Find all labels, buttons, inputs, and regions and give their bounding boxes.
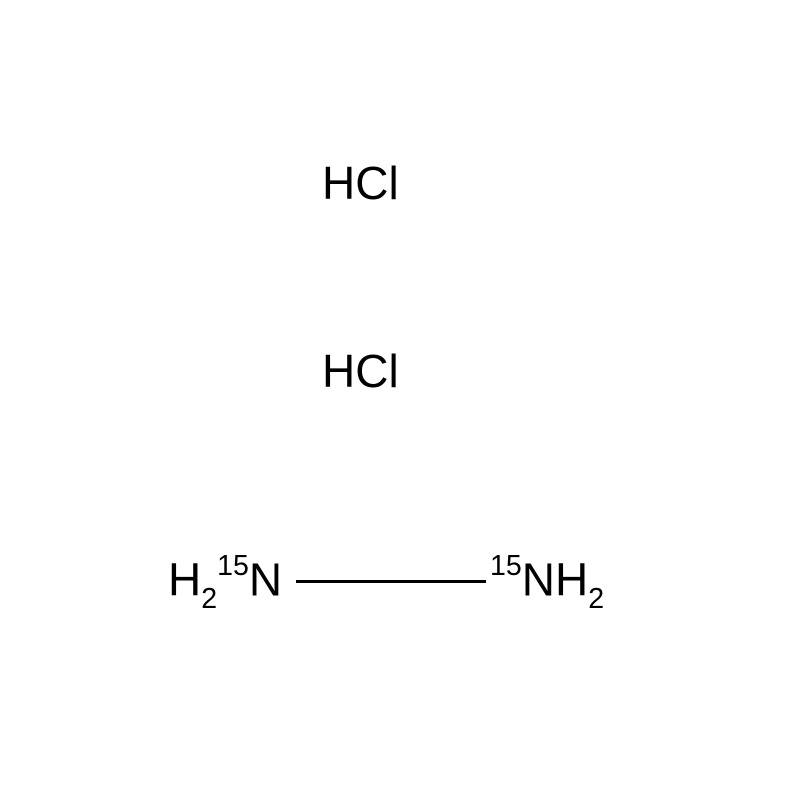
right-sub-2: 2 (588, 583, 604, 615)
hcl-mid-H: H (322, 345, 355, 397)
left-N: N (249, 553, 282, 605)
hcl-top-H: H (322, 157, 355, 209)
n-n-bond (296, 580, 486, 583)
right-H: H (555, 553, 588, 605)
hcl-mid-Cl: Cl (355, 345, 398, 397)
left-amine-label: H215N (168, 556, 282, 611)
hcl-label-mid: HCl (322, 348, 399, 394)
hcl-label-top: HCl (322, 160, 399, 206)
hcl-top-Cl: Cl (355, 157, 398, 209)
chemical-structure-diagram: HCl HCl H215N 15NH2 (0, 0, 800, 800)
right-amine-label: 15NH2 (490, 556, 604, 611)
left-sup-15: 15 (217, 550, 249, 582)
right-N: N (522, 553, 555, 605)
left-H: H (168, 553, 201, 605)
left-sub-2: 2 (201, 583, 217, 615)
right-sup-15: 15 (490, 550, 522, 582)
